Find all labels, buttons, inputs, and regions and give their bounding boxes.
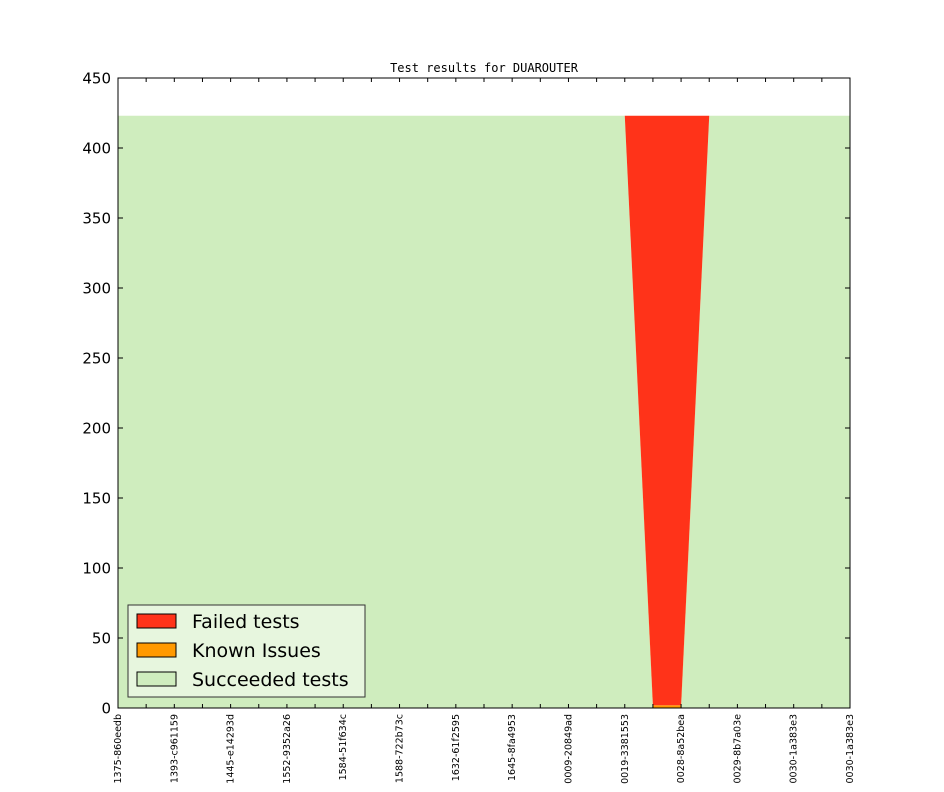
area-layers — [118, 115, 850, 709]
ytick-label: 100 — [82, 560, 111, 578]
xtick-label: 1393-c961159 — [169, 714, 180, 783]
ytick-label: 450 — [82, 70, 111, 88]
ytick-label: 200 — [82, 420, 111, 438]
ytick-label: 150 — [82, 490, 111, 508]
area-series-0 — [118, 115, 850, 709]
x-axis: 1375-860eedb 1393-c961159 1445-e14293d 1552… — [113, 78, 856, 784]
xtick-label: 0028-8a52bea — [676, 714, 687, 783]
legend-label: Known Issues — [192, 640, 321, 662]
legend-label: Failed tests — [192, 611, 300, 633]
legend-swatch — [136, 671, 177, 687]
legend: Failed tests Known Issues Succeeded tests — [127, 604, 366, 698]
xtick-label: 1588-722b73c — [395, 714, 406, 783]
ytick-label: 300 — [82, 280, 111, 298]
xtick-label: 1552-9352a26 — [282, 714, 293, 784]
ytick-label: 400 — [82, 140, 111, 158]
ytick-label: 350 — [82, 210, 111, 228]
ytick-label: 0 — [101, 700, 111, 718]
xtick-label: 0030-1a383e3 — [789, 714, 800, 784]
legend-swatch — [136, 642, 177, 658]
xtick-label: 0019-3381553 — [620, 714, 631, 784]
xtick-label: 1375-860eedb — [113, 714, 124, 784]
xtick-label: 0030-1a383e3 — [845, 714, 856, 784]
xtick-label: 0029-8b7a03e — [732, 714, 743, 784]
xtick-label: 1584-51f634c — [338, 714, 349, 780]
ytick-label: 50 — [92, 630, 111, 648]
xtick-label: 0009-20849ad — [563, 714, 574, 784]
y-axis: 0 50 100 150 200 250 300 350 400 450 — [82, 70, 850, 718]
legend-swatch — [136, 613, 177, 629]
ytick-label: 250 — [82, 350, 111, 368]
area-series-2 — [118, 115, 850, 706]
xtick-label: 1445-e14293d — [226, 714, 237, 784]
legend-label: Succeeded tests — [192, 669, 349, 691]
xtick-label: 1645-8fa4953 — [507, 714, 518, 781]
xtick-label: 1632-61f2595 — [451, 714, 462, 781]
chart-title: Test results for DUAROUTER — [390, 61, 579, 75]
